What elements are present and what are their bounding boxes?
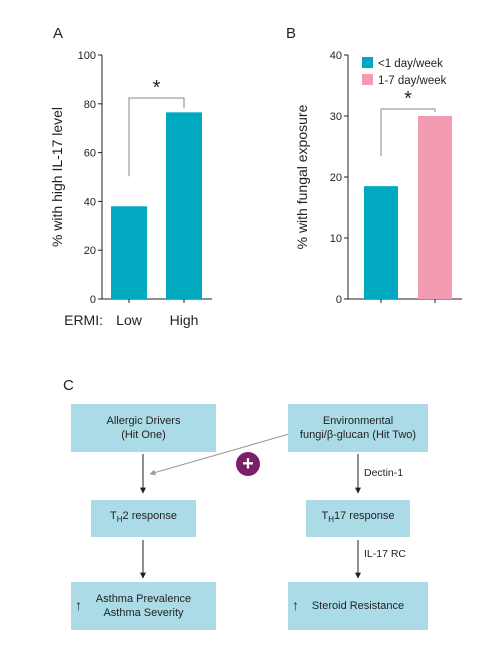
box-th17-response: TH17 response — [306, 500, 410, 537]
y-tick-label: 100 — [78, 50, 96, 62]
box-th2-text: TH2 response — [110, 509, 177, 527]
y-tick-label: 60 — [84, 148, 96, 160]
arrow-env-to-th2-pathway — [149, 431, 297, 476]
significance-label: * — [404, 88, 412, 110]
significance-bracket — [128, 97, 185, 177]
significance-bracket — [380, 108, 436, 157]
box-asthma: ↑ Asthma Prevalence Asthma Severity — [71, 582, 216, 630]
plus-icon: + — [236, 452, 260, 476]
bar-1 — [166, 112, 202, 299]
legend-label: 1-7 day/week — [378, 75, 447, 87]
bar-0 — [111, 206, 147, 299]
y-tick-label: 0 — [90, 294, 96, 306]
y-tick-label: 40 — [330, 50, 342, 62]
label-il17-rc: IL-17 RC — [364, 548, 407, 560]
bar-0 — [364, 186, 398, 299]
box-asthma-text: Asthma Prevalence Asthma Severity — [95, 593, 192, 619]
x-category-prefix: ERMI: — [64, 312, 103, 328]
th17-h-sub: H — [328, 515, 334, 525]
y-tick-label: 20 — [84, 245, 96, 257]
panel-letter-c: C — [63, 377, 74, 394]
panel-letter-a: A — [53, 25, 64, 42]
box-th17-text: TH17 response — [321, 509, 394, 527]
legend-swatch — [362, 57, 373, 68]
y-tick-label: 40 — [84, 196, 96, 208]
th17-t: T — [321, 510, 329, 523]
th2-h-sub: H — [116, 515, 123, 525]
th2-rest: 2 response — [122, 510, 177, 523]
box-steroid-text: Steroid Resistance — [311, 600, 405, 612]
box-allergic-drivers-text: Allergic Drivers (Hit One) — [106, 415, 181, 441]
legend-label: <1 day/week — [378, 58, 443, 70]
y-tick-label: 20 — [330, 172, 342, 184]
legend-swatch — [362, 74, 373, 85]
box-environmental-text: Environmental fungi/β-glucan (Hit Two) — [299, 415, 417, 441]
x-category-label: High — [170, 312, 199, 328]
bar-1 — [418, 116, 452, 299]
box-steroid-resistance: ↑ Steroid Resistance — [288, 582, 428, 630]
th2-t: T — [110, 510, 117, 523]
th17-rest: 17 response — [333, 510, 395, 523]
box-environmental-fungi: Environmental fungi/β-glucan (Hit Two) — [288, 404, 428, 452]
label-dectin-1: Dectin-1 — [364, 467, 404, 479]
up-arrow-icon: ↑ — [75, 597, 82, 613]
y-tick-label: 0 — [336, 294, 342, 306]
y-tick-label: 80 — [84, 99, 96, 111]
y-tick-label: 10 — [330, 233, 342, 245]
y-tick-label: 30 — [330, 111, 342, 123]
box-th2-response: TH2 response — [91, 500, 196, 537]
significance-label: * — [153, 77, 161, 99]
panel-letter-b: B — [286, 25, 297, 42]
up-arrow-icon: ↑ — [292, 597, 299, 613]
y-axis-label: % with fungal exposure — [294, 104, 310, 249]
y-axis-label: % with high IL-17 level — [49, 107, 65, 247]
x-category-label: Low — [116, 312, 143, 328]
box-allergic-drivers: Allergic Drivers (Hit One) — [71, 404, 216, 452]
